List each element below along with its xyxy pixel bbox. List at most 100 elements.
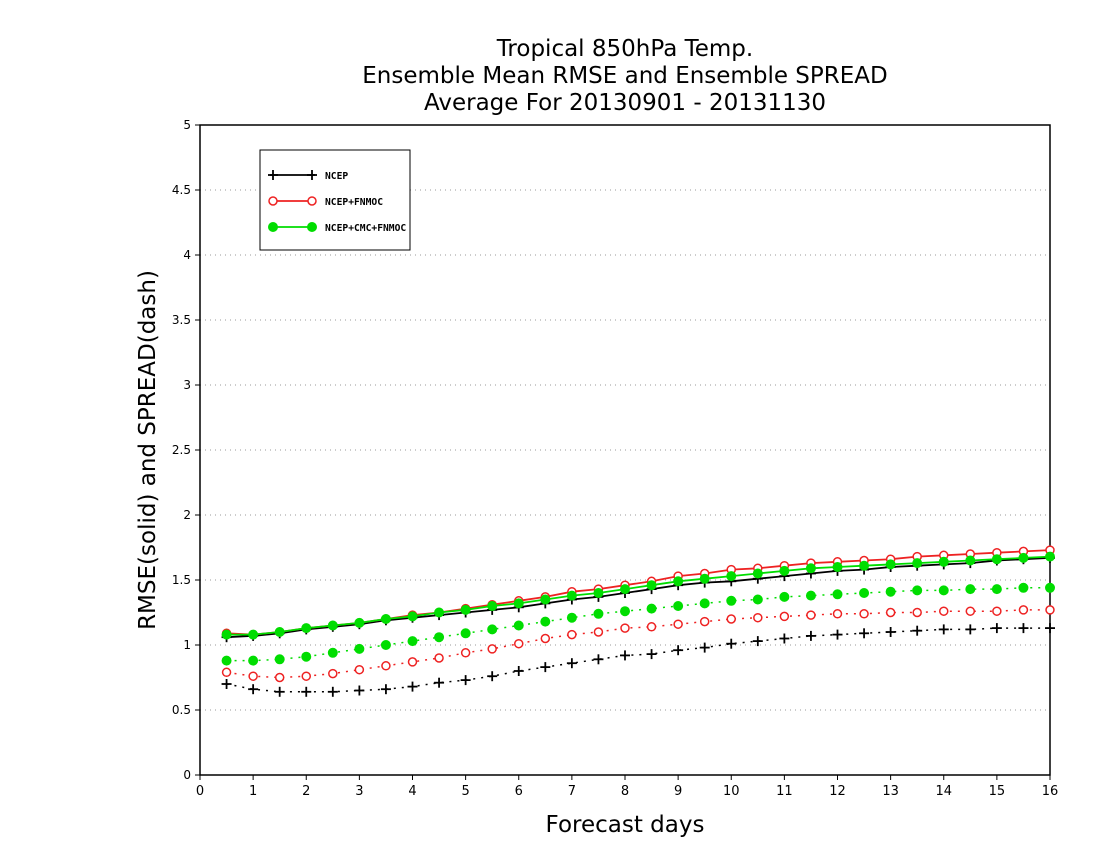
spread-point <box>673 645 684 656</box>
spread-point <box>566 658 577 669</box>
spread-point <box>407 681 418 692</box>
spread-point <box>540 616 551 627</box>
spread-point <box>673 619 683 629</box>
chart-title-line-1: Tropical 850hPa Temp. <box>496 36 754 62</box>
rmse-point <box>832 562 843 572</box>
spread-point <box>912 625 923 636</box>
rmse-line <box>226 555 1051 636</box>
spread-point <box>487 671 498 682</box>
spread-point <box>699 642 710 653</box>
spread-point <box>832 609 843 619</box>
spread-point <box>992 606 1002 616</box>
spread-point <box>540 662 551 673</box>
spread-point <box>832 629 843 640</box>
spread-point <box>779 591 790 602</box>
legend-marker <box>307 222 317 232</box>
spread-point <box>301 686 312 697</box>
spread-point <box>1045 605 1055 615</box>
rmse-point <box>354 617 365 628</box>
spread-point <box>354 643 365 654</box>
spread-point <box>513 666 524 676</box>
chart-title-line-2: Ensemble Mean RMSE and Ensemble SPREAD <box>362 63 888 89</box>
spread-point <box>1018 605 1029 615</box>
spread-point <box>540 633 551 644</box>
spread-point <box>965 606 976 616</box>
y-tick-label: 1.5 <box>172 573 191 587</box>
spread-point <box>726 638 737 649</box>
spread-point <box>1045 623 1055 634</box>
rmse-point <box>646 580 657 591</box>
rmse-point <box>487 601 498 611</box>
x-tick-label: 1 <box>249 784 257 799</box>
rmse-point <box>593 588 604 598</box>
spread-point <box>620 606 630 617</box>
spread-point <box>965 624 976 635</box>
spread-point <box>939 606 949 616</box>
spread-point <box>938 624 949 635</box>
spread-point <box>885 586 896 597</box>
spread-point <box>991 584 1002 595</box>
spread-point <box>434 677 445 688</box>
rmse-point <box>540 594 551 605</box>
y-tick-label: 2 <box>183 508 191 522</box>
spread-point <box>460 648 471 658</box>
spread-point <box>779 633 790 644</box>
spread-point <box>460 628 471 639</box>
spread-point <box>221 667 232 678</box>
spread-point <box>274 686 285 697</box>
spread-point <box>487 644 497 654</box>
rmse-point <box>380 614 391 624</box>
spread-point <box>301 651 312 662</box>
spread-point <box>593 627 604 637</box>
spread-point <box>487 624 498 635</box>
spread-point <box>354 685 365 696</box>
x-tick-label: 8 <box>621 784 629 799</box>
x-axis-label: Forecast days <box>546 812 705 838</box>
spread-line <box>226 627 1050 693</box>
spread-point <box>354 664 365 675</box>
rmse-point <box>752 568 763 579</box>
spread-point <box>699 598 710 609</box>
spread-point <box>779 611 790 622</box>
spread-point <box>434 632 445 643</box>
series-layer <box>221 545 1055 697</box>
legend-marker <box>268 170 278 180</box>
spread-point <box>248 684 259 695</box>
spread-point <box>620 623 630 633</box>
x-tick-label: 16 <box>1042 784 1059 799</box>
spread-point <box>380 640 391 650</box>
x-tick-label: 4 <box>408 784 416 799</box>
x-tick-label: 3 <box>355 784 363 799</box>
spread-point <box>965 584 976 595</box>
spread-point <box>859 609 869 619</box>
spread-point <box>859 588 870 598</box>
series-ncep-fnmoc <box>221 545 1055 683</box>
spread-point <box>912 607 922 618</box>
spread-point <box>328 668 338 679</box>
rmse-line <box>226 557 1051 639</box>
spread-point <box>460 675 471 686</box>
series-ncep-cmc-fnmoc <box>221 551 1055 666</box>
spread-point <box>301 671 311 681</box>
rmse-point <box>912 558 923 569</box>
spread-point <box>327 686 338 697</box>
rmse-point <box>1018 552 1029 563</box>
rmse-point <box>407 611 418 622</box>
rmse-point <box>859 560 870 571</box>
rmse-point <box>726 571 737 582</box>
spread-point <box>646 649 657 660</box>
spread-point <box>407 636 418 647</box>
rmse-point <box>248 629 259 640</box>
x-tick-label: 12 <box>829 784 846 799</box>
spread-point <box>380 684 391 695</box>
rmse-point <box>805 563 816 574</box>
spread-point <box>434 653 444 663</box>
rmse-point <box>885 559 896 570</box>
x-tick-label: 7 <box>568 784 576 799</box>
rmse-point <box>460 604 471 615</box>
legend-label: NCEP+FNMOC <box>325 197 383 208</box>
axis-ticks: 00.511.522.533.544.550 1 2 3 4 5 6 7 8 9 10 11 12 13 1… <box>172 118 1058 799</box>
spread-point <box>805 590 816 601</box>
y-tick-label: 0 <box>183 768 191 782</box>
spread-point <box>859 628 870 639</box>
